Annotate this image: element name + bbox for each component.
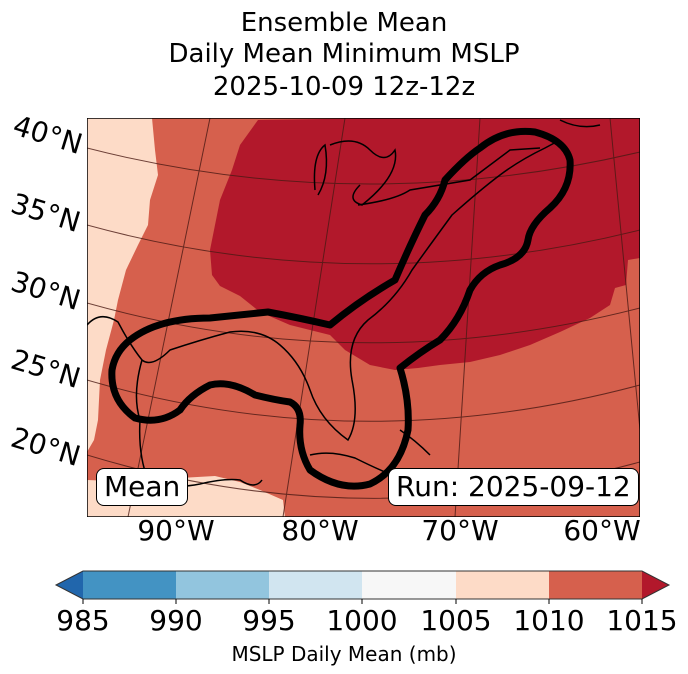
lon-label-80w: 80°W [281,514,359,547]
colorbar-tick-985: 985 [56,604,110,637]
colorbar-tick-1010: 1010 [513,604,585,637]
title-line-2: Daily Mean Minimum MSLP [168,39,520,69]
colorbar-bin-1005 [456,571,549,599]
lon-label-90w: 90°W [137,514,215,547]
colorbar-under-arrow [56,571,83,599]
lon-label-70w: 70°W [421,514,499,547]
colorbar-tick-990: 990 [149,604,203,637]
colorbar-bin-1000 [362,571,456,599]
colorbar-label: MSLP Daily Mean (mb) [231,642,457,666]
region-high-1015 [210,118,640,370]
mean-label-box: Mean [96,468,189,506]
colorbar-bin-1010 [549,571,642,599]
lon-label-60w: 60°W [563,514,641,547]
colorbar-tick-1015: 1015 [606,604,678,637]
region-west-1005 [87,118,158,452]
map-area [87,118,640,517]
colorbar-bin-985 [83,571,176,599]
colorbar [54,570,671,604]
colorbar-tick-1005: 1005 [420,604,492,637]
colorbar-bin-995 [269,571,362,599]
run-date-box: Run: 2025-09-12 [388,468,639,506]
title-line-1: Ensemble Mean [240,8,448,38]
colorbar-over-arrow [642,571,669,599]
colorbar-tick-995: 995 [242,604,296,637]
ensemble-contour [108,127,574,490]
title-line-3: 2025-10-09 12z-12z [212,72,476,102]
colorbar-bin-990 [176,571,269,599]
colorbar-tick-1000: 1000 [326,604,398,637]
